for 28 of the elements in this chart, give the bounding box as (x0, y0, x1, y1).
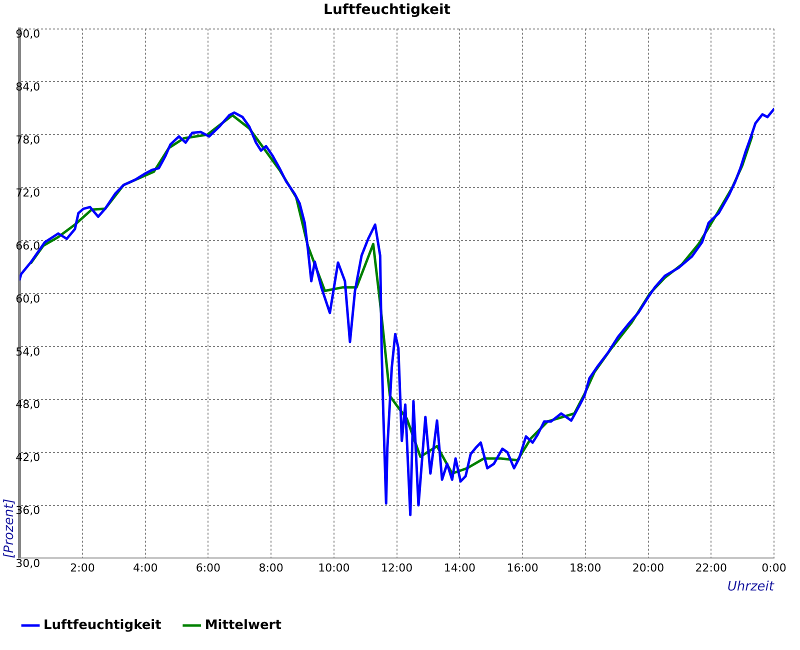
y-tick-label: 72,0 (16, 186, 40, 200)
y-tick-label: 42,0 (16, 451, 40, 464)
x-tick-label: 0:00 (762, 562, 786, 575)
y-tick-label: 36,0 (16, 504, 40, 518)
y-tick-label: 60,0 (16, 292, 40, 306)
y-tick-label: 78,0 (16, 134, 40, 147)
y-tick-label: 54,0 (16, 345, 40, 358)
x-tick-label: 16:00 (506, 562, 538, 575)
y-tick-label: 90,0 (16, 28, 40, 41)
x-tick-label: 4:00 (132, 562, 158, 575)
x-axis-title: Uhrzeit (727, 580, 775, 595)
legend-label: Luftfeuchtigkeit (44, 618, 162, 633)
legend-label: Mittelwert (204, 618, 282, 633)
y-axis-title: [Prozent] (2, 498, 18, 558)
x-tick-label: 18:00 (570, 562, 602, 575)
x-tick-label: 6:00 (196, 562, 221, 575)
x-tick-label: 8:00 (258, 562, 284, 575)
x-tick-label: 10:00 (318, 562, 350, 575)
x-tick-label: 20:00 (632, 562, 664, 575)
chart-title: Luftfeuchtigkeit (324, 2, 451, 18)
y-tick-label: 84,0 (16, 80, 40, 94)
y-tick-label: 66,0 (16, 239, 40, 252)
x-tick-label: 22:00 (695, 562, 727, 575)
x-tick-label: 14:00 (444, 562, 476, 575)
x-tick-label: 12:00 (380, 562, 413, 575)
y-tick-label: 48,0 (16, 398, 40, 412)
y-tick-label: 30,0 (16, 557, 40, 570)
x-tick-label: 2:00 (70, 562, 95, 575)
